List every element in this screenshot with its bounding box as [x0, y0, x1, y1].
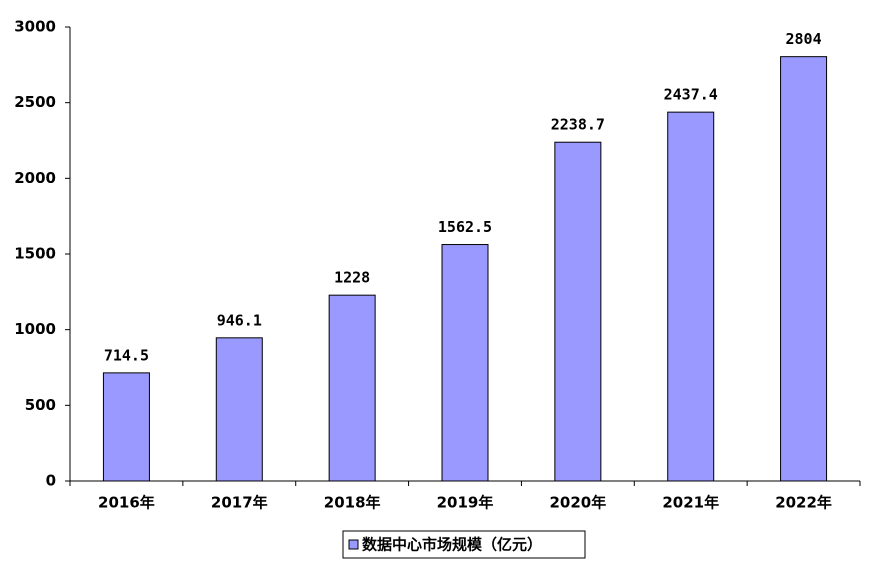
data-label: 2238.7: [551, 116, 605, 134]
y-tick-label: 0: [46, 472, 56, 490]
legend-swatch: [348, 539, 359, 550]
x-tick-label: 2016年: [98, 494, 155, 512]
bar: [667, 111, 715, 482]
bar: [441, 244, 489, 482]
legend-label: 数据中心市场规模（亿元）: [362, 536, 542, 554]
x-tick-label: 2021年: [662, 494, 719, 512]
x-tick-label: 2017年: [211, 494, 268, 512]
x-tick-label: 2018年: [324, 494, 381, 512]
data-label: 2437.4: [664, 86, 718, 104]
bar: [328, 294, 376, 482]
data-label: 1562.5: [438, 218, 492, 236]
x-tick-label: 2022年: [775, 494, 832, 512]
x-tick-label: 2019年: [437, 494, 494, 512]
bar: [102, 372, 150, 482]
y-tick-label: 3000: [14, 18, 56, 36]
x-tick-label: 2020年: [549, 494, 606, 512]
data-label: 946.1: [217, 311, 262, 329]
legend-box: [342, 530, 586, 559]
y-tick-label: 2500: [14, 93, 56, 111]
bar: [215, 337, 263, 482]
data-label: 714.5: [104, 346, 149, 364]
bar: [780, 56, 828, 482]
y-tick-label: 500: [25, 396, 56, 414]
y-tick-label: 1000: [14, 320, 56, 338]
y-tick-label: 2000: [14, 169, 56, 187]
bar: [554, 141, 602, 482]
data-label: 2804: [786, 30, 822, 48]
data-label: 1228: [334, 269, 370, 287]
y-tick-label: 1500: [14, 245, 56, 263]
